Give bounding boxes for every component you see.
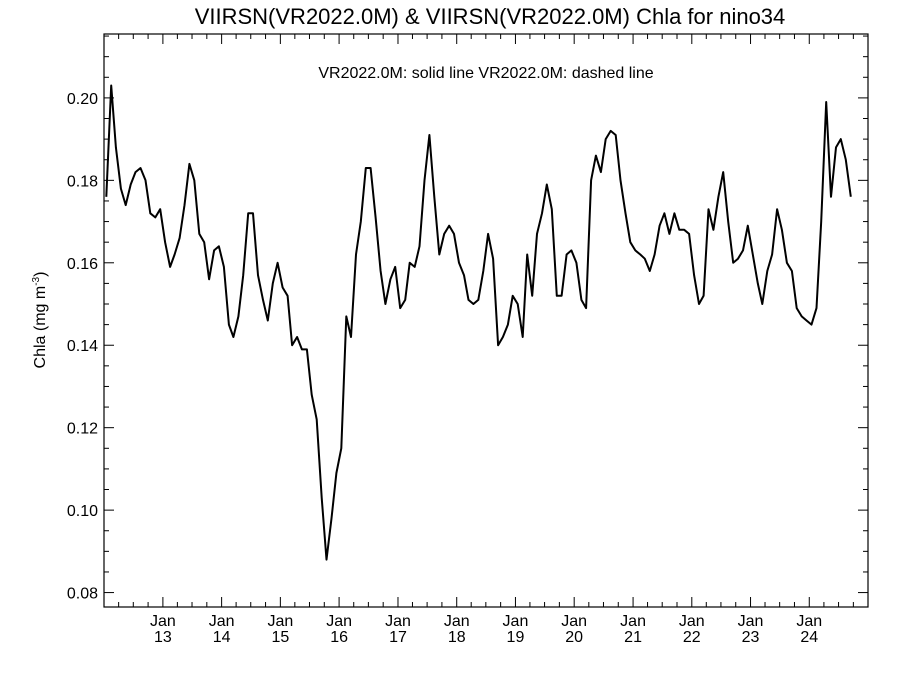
x-tick-label-year: 17 <box>389 629 407 646</box>
x-tick-label-month: Jan <box>738 613 764 630</box>
y-tick-label: 0.10 <box>67 503 98 520</box>
y-axis-label-main: Chla (mg m <box>32 286 49 369</box>
legend-text: VR2022.0M: solid line VR2022.0M: dashed … <box>318 65 653 82</box>
x-tick-label-month: Jan <box>796 613 822 630</box>
x-tick-label-year: 13 <box>154 629 172 646</box>
y-tick-label: 0.20 <box>67 91 98 108</box>
x-tick-label-month: Jan <box>209 613 235 630</box>
x-tick-label-year: 14 <box>213 629 231 646</box>
x-tick-label-month: Jan <box>150 613 176 630</box>
y-axis-label: Chla (mg m-3) <box>31 272 49 369</box>
chart-title: VIIRSN(VR2022.0M) & VIIRSN(VR2022.0M) Ch… <box>195 4 786 29</box>
x-tick-label-year: 15 <box>271 629 289 646</box>
x-axis: Jan13Jan14Jan15Jan16Jan17Jan18Jan19Jan20… <box>118 34 854 646</box>
x-tick-label-year: 18 <box>448 629 466 646</box>
x-tick-label-year: 21 <box>624 629 642 646</box>
y-tick-label: 0.16 <box>67 256 98 273</box>
y-tick-label: 0.18 <box>67 173 98 190</box>
series-line-1 <box>105 84 852 561</box>
series-layer <box>105 84 852 561</box>
y-axis-label-superscript: -3 <box>31 276 42 285</box>
x-tick-label-month: Jan <box>444 613 470 630</box>
y-tick-label: 0.14 <box>67 338 98 355</box>
x-tick-label-year: 19 <box>507 629 525 646</box>
x-tick-label-year: 24 <box>800 629 818 646</box>
y-axis: 0.08 0.10 0.12 0.14 0.16 0.18 0.20 <box>67 35 868 603</box>
x-tick-label-month: Jan <box>561 613 587 630</box>
x-tick-label-month: Jan <box>620 613 646 630</box>
plot-area-frame <box>103 33 869 608</box>
x-tick-label-month: Jan <box>267 613 293 630</box>
y-tick-label: 0.08 <box>67 586 98 603</box>
x-tick-label-year: 23 <box>742 629 760 646</box>
x-tick-label-month: Jan <box>385 613 411 630</box>
x-tick-label-month: Jan <box>679 613 705 630</box>
x-tick-label-month: Jan <box>503 613 529 630</box>
x-tick-label-month: Jan <box>326 613 352 630</box>
x-tick-label-year: 22 <box>683 629 701 646</box>
x-tick-label-year: 20 <box>565 629 583 646</box>
x-tick-label-year: 16 <box>330 629 348 646</box>
y-axis-label-close: ) <box>32 272 49 277</box>
y-tick-label: 0.12 <box>67 421 98 438</box>
